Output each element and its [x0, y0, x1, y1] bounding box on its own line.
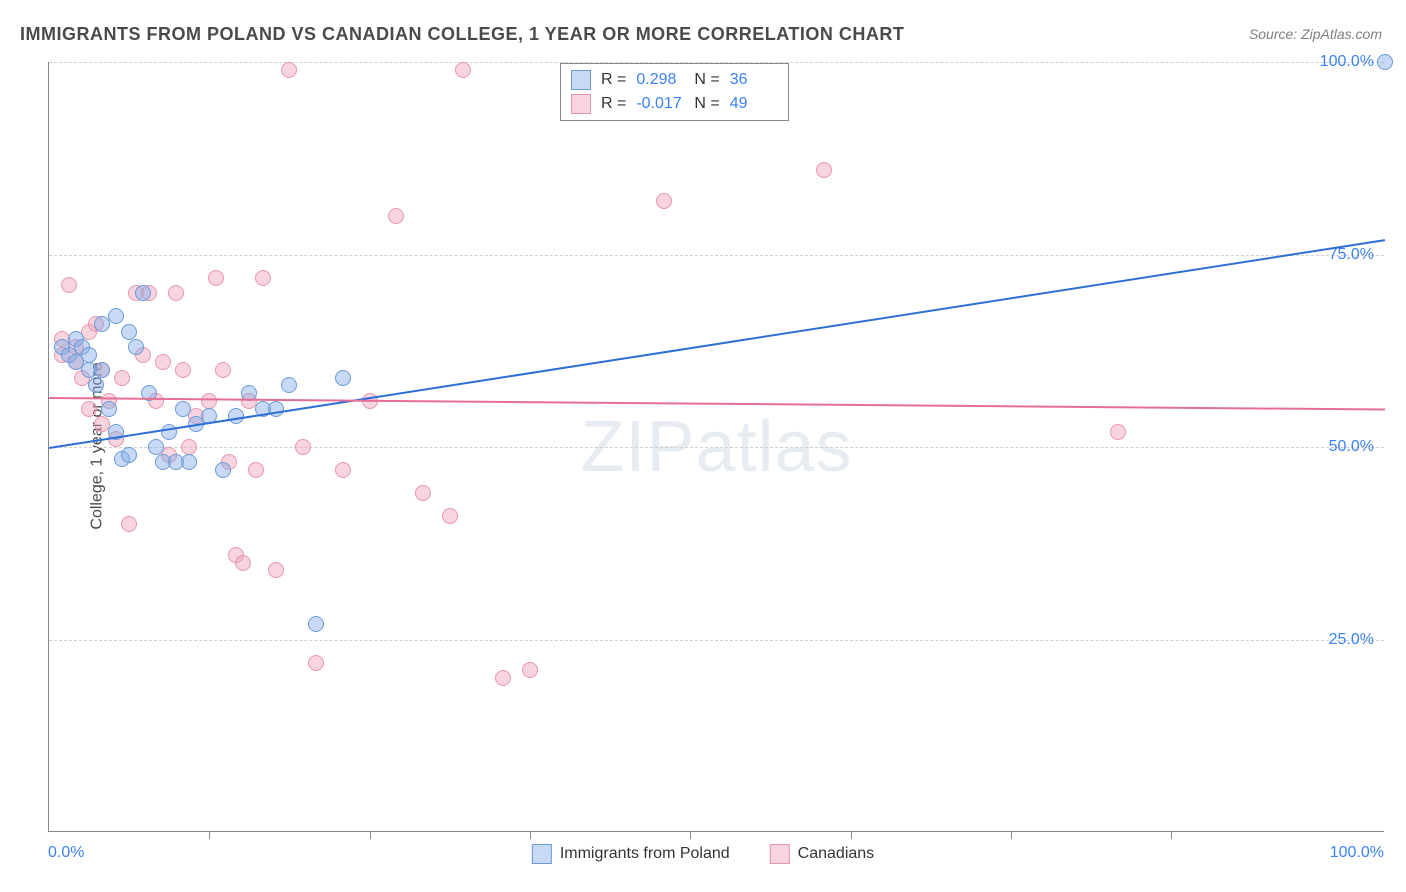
scatter-point: [88, 377, 104, 393]
scatter-point: [522, 662, 538, 678]
scatter-point: [335, 462, 351, 478]
legend-n-value: 36: [730, 71, 778, 89]
scatter-point: [335, 370, 351, 386]
scatter-point: [656, 193, 672, 209]
scatter-point: [1377, 54, 1393, 70]
x-tick: [370, 831, 371, 839]
scatter-point: [308, 616, 324, 632]
scatter-point: [1110, 424, 1126, 440]
scatter-point: [415, 485, 431, 501]
chart-title: IMMIGRANTS FROM POLAND VS CANADIAN COLLE…: [20, 24, 904, 45]
legend-swatch: [770, 844, 790, 864]
scatter-point: [61, 277, 77, 293]
scatter-point: [101, 401, 117, 417]
scatter-point: [161, 424, 177, 440]
scatter-point: [215, 362, 231, 378]
correlation-legend: R = 0.298 N = 36 R = -0.017 N = 49: [560, 63, 789, 121]
legend-r-label: R =: [601, 71, 626, 89]
legend-item: Immigrants from Poland: [532, 844, 730, 864]
gridline: [49, 447, 1384, 448]
legend-label: Immigrants from Poland: [560, 845, 730, 863]
legend-r-value: 0.298: [636, 71, 684, 89]
x-tick: [530, 831, 531, 839]
scatter-point: [248, 462, 264, 478]
legend-row: R = 0.298 N = 36: [571, 68, 778, 92]
y-tick-label: 50.0%: [1329, 438, 1374, 456]
y-tick-label: 100.0%: [1320, 53, 1374, 71]
scatter-point: [175, 362, 191, 378]
series-legend: Immigrants from Poland Canadians: [532, 844, 874, 864]
chart-container: IMMIGRANTS FROM POLAND VS CANADIAN COLLE…: [0, 0, 1406, 892]
legend-item: Canadians: [770, 844, 875, 864]
scatter-point: [388, 208, 404, 224]
regression-line: [49, 239, 1385, 449]
legend-r-label: R =: [601, 95, 626, 113]
scatter-point: [455, 62, 471, 78]
scatter-point: [175, 401, 191, 417]
scatter-point: [268, 562, 284, 578]
plot-area: ZIPatlas 25.0%50.0%75.0%100.0%: [48, 62, 1384, 832]
scatter-point: [81, 401, 97, 417]
x-axis-max-label: 100.0%: [1330, 844, 1384, 862]
scatter-point: [168, 285, 184, 301]
scatter-point: [121, 324, 137, 340]
scatter-point: [281, 62, 297, 78]
scatter-point: [181, 439, 197, 455]
scatter-point: [255, 270, 271, 286]
scatter-point: [442, 508, 458, 524]
scatter-point: [208, 270, 224, 286]
x-axis-min-label: 0.0%: [48, 844, 84, 862]
scatter-point: [108, 308, 124, 324]
scatter-point: [181, 454, 197, 470]
x-tick: [1011, 831, 1012, 839]
scatter-point: [281, 377, 297, 393]
scatter-point: [495, 670, 511, 686]
scatter-point: [121, 447, 137, 463]
legend-swatch: [571, 94, 591, 114]
scatter-point: [155, 354, 171, 370]
legend-n-label: N =: [694, 95, 719, 113]
scatter-point: [235, 555, 251, 571]
scatter-point: [148, 439, 164, 455]
x-tick: [209, 831, 210, 839]
legend-label: Canadians: [798, 845, 875, 863]
source-attribution: Source: ZipAtlas.com: [1249, 26, 1382, 42]
scatter-point: [135, 285, 151, 301]
scatter-point: [201, 393, 217, 409]
legend-r-value: -0.017: [636, 95, 684, 113]
legend-n-label: N =: [694, 71, 719, 89]
gridline: [49, 255, 1384, 256]
scatter-point: [816, 162, 832, 178]
scatter-point: [114, 370, 130, 386]
scatter-point: [81, 347, 97, 363]
x-tick: [1171, 831, 1172, 839]
gridline: [49, 640, 1384, 641]
x-tick: [690, 831, 691, 839]
legend-n-value: 49: [730, 95, 778, 113]
scatter-point: [295, 439, 311, 455]
scatter-point: [121, 516, 137, 532]
scatter-point: [94, 362, 110, 378]
legend-swatch: [532, 844, 552, 864]
scatter-point: [308, 655, 324, 671]
legend-swatch: [571, 70, 591, 90]
scatter-point: [215, 462, 231, 478]
legend-row: R = -0.017 N = 49: [571, 92, 778, 116]
scatter-point: [128, 339, 144, 355]
x-tick: [851, 831, 852, 839]
y-tick-label: 25.0%: [1329, 631, 1374, 649]
